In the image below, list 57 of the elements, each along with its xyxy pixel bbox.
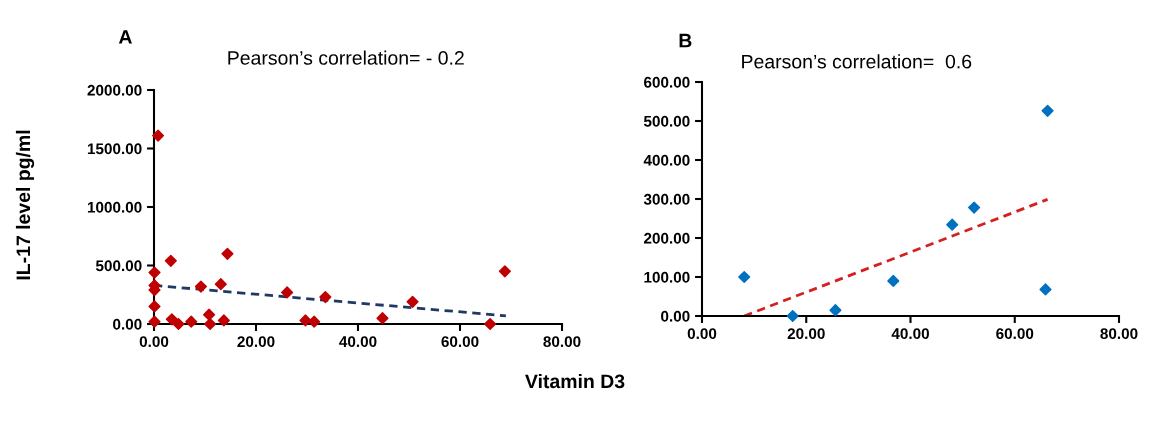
y-tick-label: 100.00 <box>644 271 690 283</box>
point <box>148 300 161 313</box>
point <box>887 274 900 287</box>
y-axis-title: IL-17 level pg/ml <box>15 130 35 280</box>
point <box>221 247 234 260</box>
x-tick-label: 60.00 <box>441 336 479 348</box>
y-tick-label: 600.00 <box>644 76 690 88</box>
point <box>308 315 321 328</box>
text: Pearson’s correlation= 0.6 <box>742 54 972 69</box>
x-tick-label: 20.00 <box>787 328 825 340</box>
x-tick-label: 0.00 <box>687 328 717 340</box>
y-tick-label: 200.00 <box>644 232 690 244</box>
x-tick-label: 0.00 <box>139 336 169 348</box>
x-tick-label: 60.00 <box>996 328 1034 340</box>
x-tick-label: 80.00 <box>543 336 581 348</box>
point <box>1039 283 1052 296</box>
point <box>498 265 511 278</box>
point <box>204 317 217 331</box>
point <box>946 218 959 231</box>
x-tick-label: 40.00 <box>891 328 929 340</box>
point <box>319 291 332 304</box>
chart-title: A <box>118 30 132 44</box>
y-tick-label: 2000.00 <box>87 84 142 96</box>
y-tick-label: 500.00 <box>95 260 142 272</box>
text: Pearson’s correlation= - 0.2 <box>228 50 464 65</box>
x-tick-label: 40.00 <box>339 336 377 348</box>
x-tick-label: 80.00 <box>1100 328 1138 340</box>
point <box>968 201 981 214</box>
point <box>214 278 227 291</box>
y-tick-label: 500.00 <box>643 115 690 127</box>
x-axis-title: Vitamin D3 <box>525 373 625 389</box>
point <box>786 309 799 323</box>
y-tick-label: 1000.00 <box>87 201 142 213</box>
point <box>376 312 389 325</box>
point <box>299 314 312 327</box>
point <box>738 270 751 284</box>
y-tick-label: 300.00 <box>643 193 690 205</box>
point <box>217 314 230 327</box>
point <box>484 317 497 331</box>
y-tick-label: 1500.00 <box>87 143 142 155</box>
point <box>152 129 165 142</box>
point <box>185 315 198 328</box>
y-tick-label: 400.00 <box>643 154 690 166</box>
point <box>829 304 842 317</box>
point <box>165 313 178 326</box>
point <box>194 280 207 293</box>
x-tick-label: 20.00 <box>237 336 275 348</box>
chart-title: B <box>679 33 692 48</box>
point <box>164 254 177 267</box>
point <box>406 295 419 308</box>
point <box>172 317 185 331</box>
point <box>203 308 216 321</box>
point <box>148 266 161 279</box>
y-tick-label: 0.00 <box>661 310 690 322</box>
point <box>281 286 294 299</box>
y-tick-label: 0.00 <box>113 318 142 330</box>
point <box>1041 104 1054 117</box>
